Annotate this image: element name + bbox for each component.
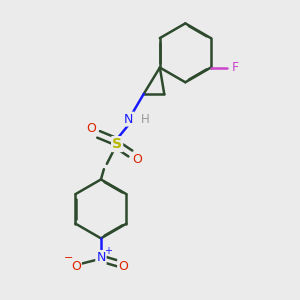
Text: F: F [232,61,239,74]
Text: N: N [124,112,134,126]
Text: O: O [71,260,81,273]
Text: S: S [112,137,122,151]
Text: +: + [104,246,112,256]
Text: N: N [96,251,106,264]
Text: O: O [118,260,128,273]
Text: O: O [87,122,97,135]
Text: −: − [64,253,73,263]
Text: O: O [132,153,142,166]
Text: H: H [141,112,149,126]
